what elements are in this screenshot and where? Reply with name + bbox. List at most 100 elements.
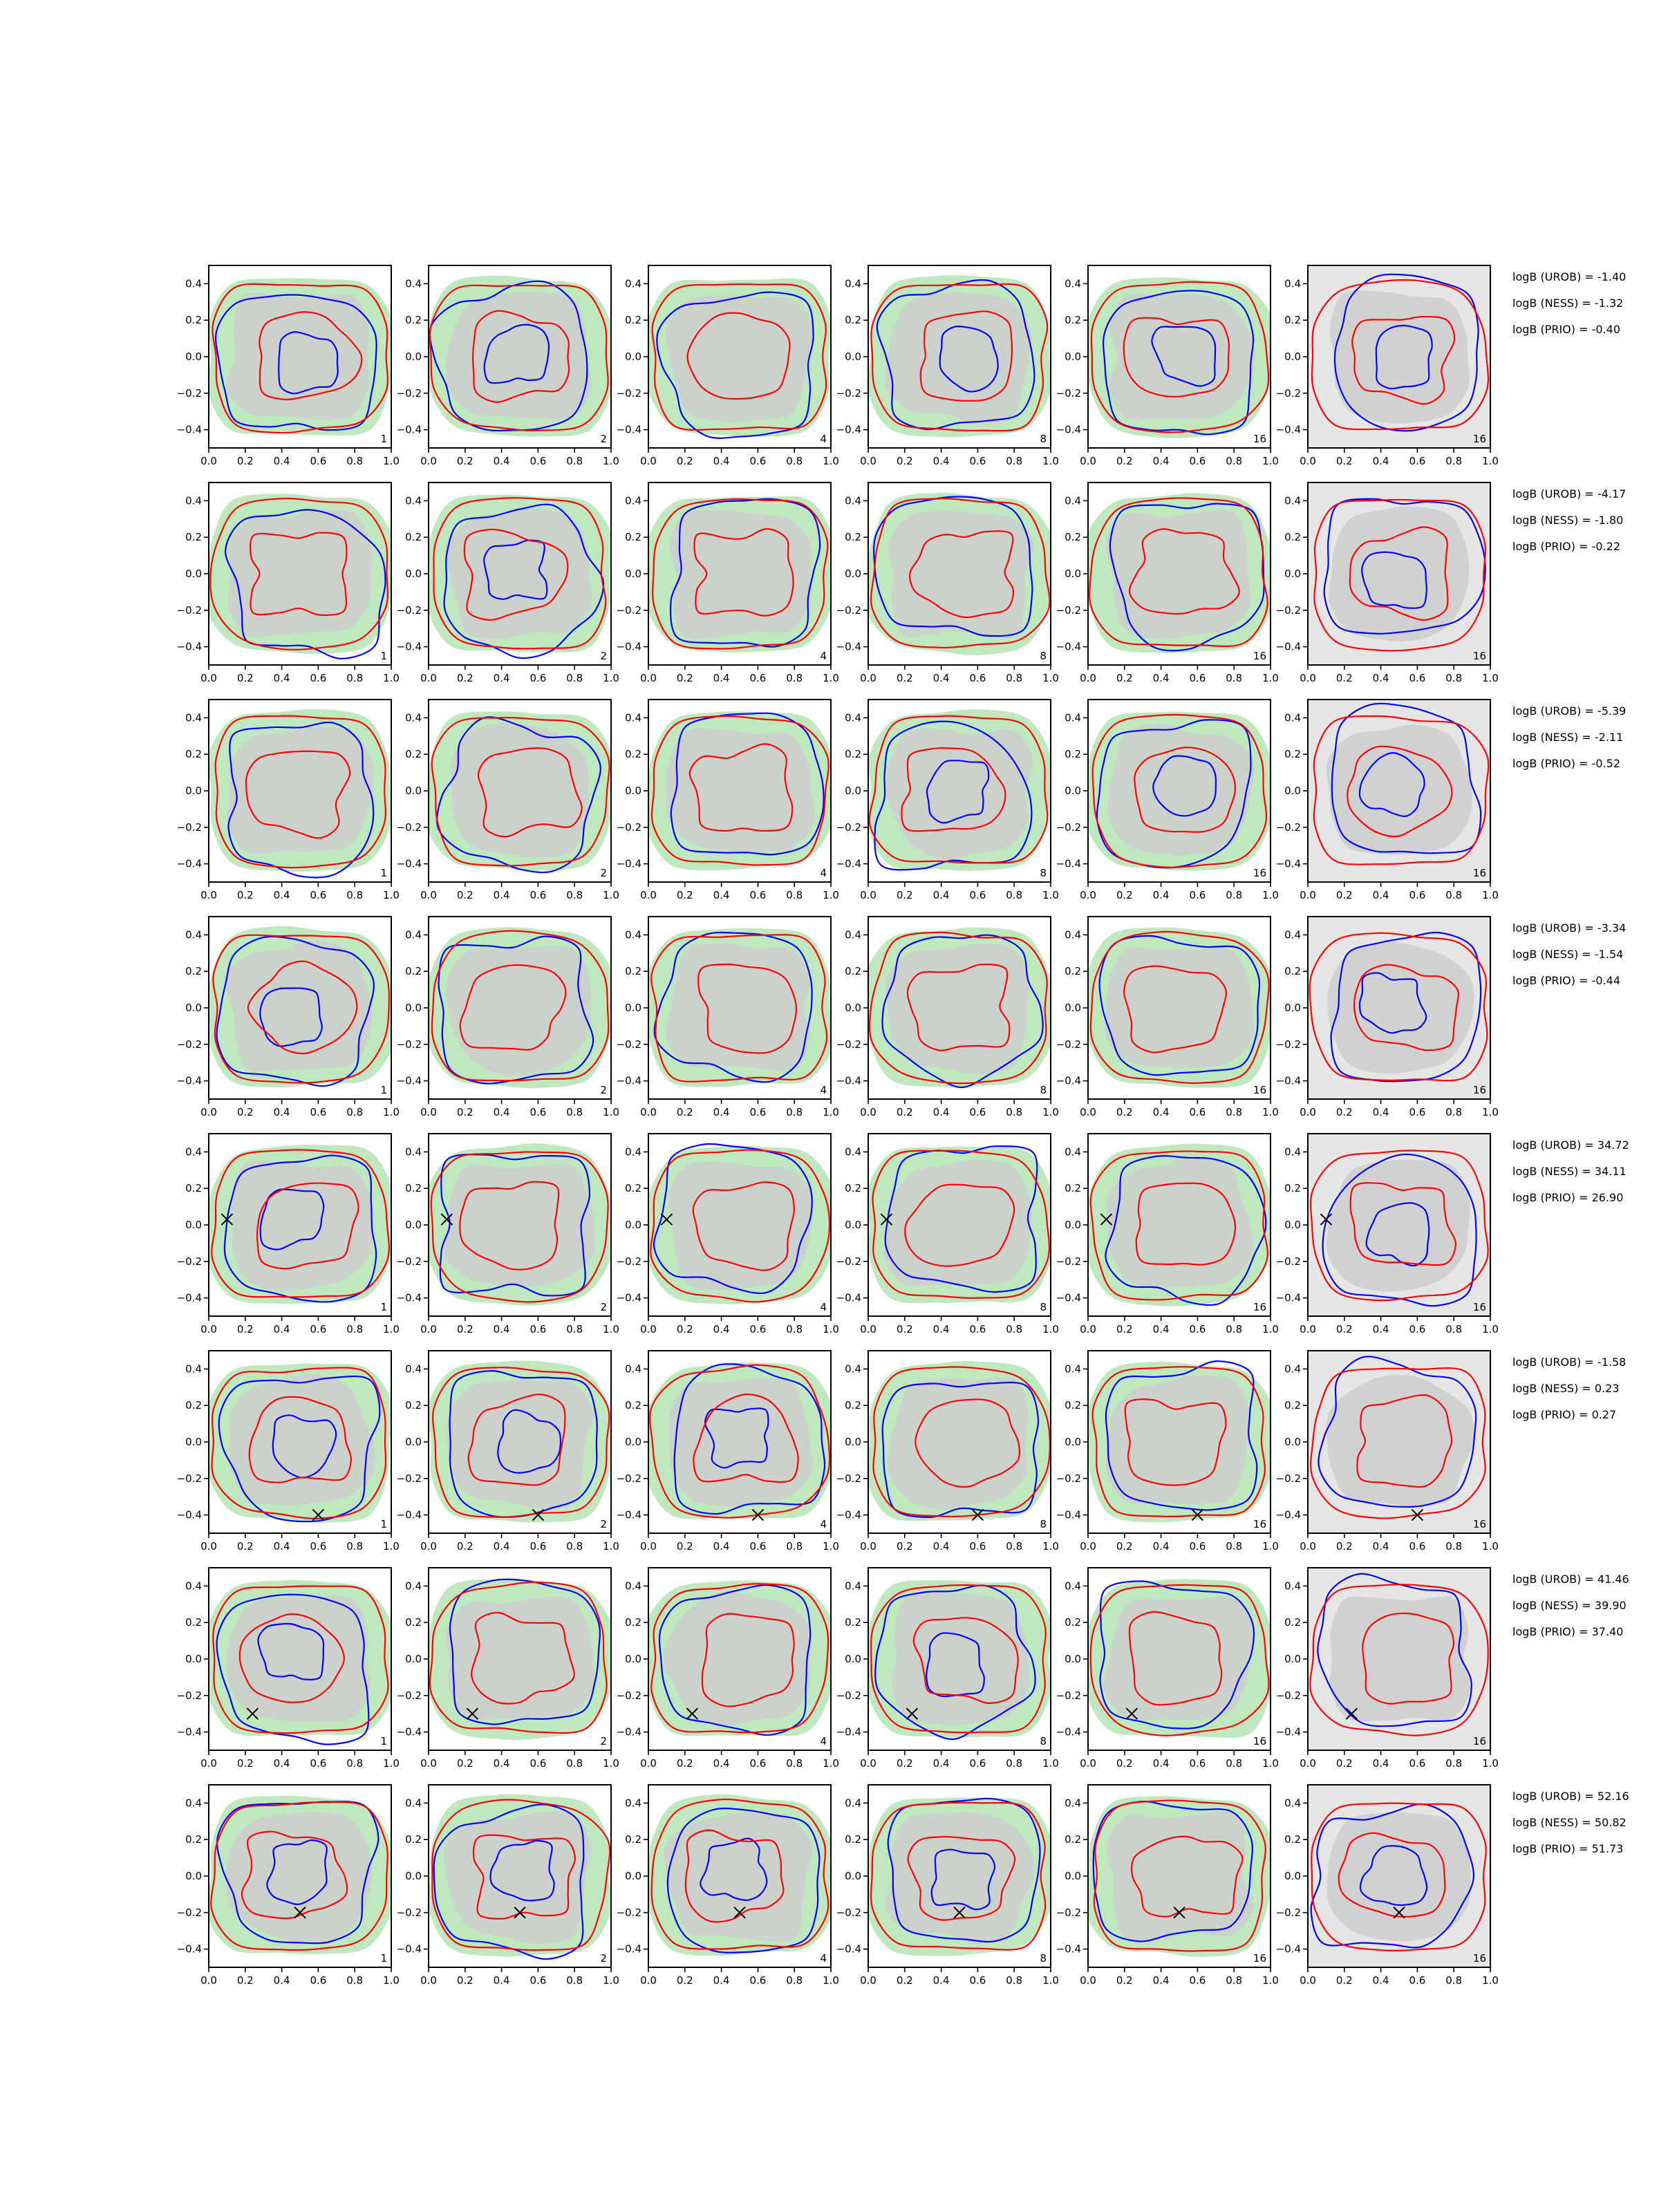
x-tick-label: 0.6 <box>749 1974 766 1987</box>
blue-contour <box>926 760 990 824</box>
blue-contour <box>449 1578 601 1725</box>
red-contour <box>650 715 830 866</box>
y-tick-label: 0.4 <box>1065 928 1081 941</box>
x-tick-label: 0.0 <box>860 1540 877 1553</box>
blue-contour <box>1096 719 1252 869</box>
x-marker <box>733 1906 746 1919</box>
y-tick-label: −0.4 <box>177 1292 202 1304</box>
y-tick-label: −0.4 <box>177 1726 202 1738</box>
panel-r4-c3: 0.0 0.2 0.4 0.6 0.8 1.0 0.4 0.2 0.0 −0.2 −0.4 4 <box>617 916 839 1118</box>
x-tick-label: 0.4 <box>274 889 290 901</box>
blue-contour <box>1109 503 1265 652</box>
x-tick-label: 0.6 <box>749 1757 766 1770</box>
y-tick-label: 0.0 <box>1065 1436 1081 1448</box>
x-tick-label: 0.8 <box>786 1757 803 1770</box>
blue-contour <box>700 1837 768 1902</box>
y-tick-label: 0.2 <box>185 1833 202 1846</box>
x-tick-label: 0.6 <box>969 1323 986 1335</box>
y-tick-label: −0.4 <box>1056 424 1081 436</box>
x-tick-label: 0.8 <box>346 889 363 901</box>
x-tick-label: 0.0 <box>1300 455 1316 467</box>
y-tick-label: −0.4 <box>1276 1726 1301 1738</box>
x-tick-label: 1.0 <box>1482 1106 1499 1118</box>
x-tick-label: 0.0 <box>420 889 437 901</box>
x-tick-label: 1.0 <box>1042 455 1059 467</box>
y-tick-label: 0.0 <box>625 568 641 580</box>
x-tick-label: 0.0 <box>200 455 217 467</box>
y-tick-label: 0.0 <box>845 1436 861 1448</box>
x-tick-label: 0.0 <box>860 455 877 467</box>
y-tick-label: −0.2 <box>836 821 861 834</box>
x-tick-label: 0.0 <box>420 1323 437 1335</box>
panel-label: 2 <box>600 1952 607 1965</box>
y-tick-label: −0.4 <box>397 424 422 436</box>
x-tick-label: 0.4 <box>1373 1106 1389 1118</box>
panel-label: 8 <box>1040 1952 1047 1965</box>
red-contour <box>211 1149 391 1298</box>
gray-region <box>1329 290 1470 424</box>
y-tick-label: −0.4 <box>836 1075 861 1087</box>
gray-region <box>1109 293 1256 420</box>
panel-label: 1 <box>380 650 387 662</box>
y-tick-label: −0.4 <box>836 1943 861 1956</box>
red-contour <box>872 1150 1051 1299</box>
y-tick-label: −0.2 <box>617 1255 641 1268</box>
x-tick-label: 0.8 <box>1226 889 1242 901</box>
x-tick-label: 0.6 <box>749 1106 766 1118</box>
red-contour <box>1091 713 1268 868</box>
red-contour <box>1310 1367 1486 1519</box>
y-tick-label: 0.0 <box>1284 1870 1301 1882</box>
y-tick-label: −0.4 <box>397 858 422 870</box>
x-tick-label: 0.0 <box>1080 1757 1096 1770</box>
y-tick-label: 0.2 <box>625 1833 641 1846</box>
red-contour <box>1351 316 1456 405</box>
y-tick-label: 0.4 <box>1065 1797 1081 1809</box>
x-tick-label: 0.6 <box>529 455 546 467</box>
x-tick-label: 0.2 <box>1336 889 1353 901</box>
x-tick-label: 0.8 <box>786 1323 803 1335</box>
y-tick-label: 0.4 <box>625 494 641 507</box>
x-tick-label: 0.4 <box>713 1974 730 1987</box>
panel-label: 2 <box>600 1518 607 1530</box>
x-tick-label: 0.8 <box>1226 1540 1242 1553</box>
x-tick-label: 1.0 <box>383 1540 400 1553</box>
red-contour <box>470 1611 575 1705</box>
x-tick-label: 0.8 <box>786 672 803 684</box>
x-tick-label: 0.6 <box>1409 1757 1425 1770</box>
x-tick-label: 0.4 <box>494 1323 510 1335</box>
red-contour <box>650 1149 831 1303</box>
y-tick-label: 0.4 <box>1065 1145 1081 1158</box>
x-tick-label: 0.8 <box>786 1974 803 1987</box>
gray-region <box>668 1378 813 1507</box>
y-tick-label: −0.2 <box>177 1038 202 1051</box>
x-tick-label: 0.6 <box>1189 672 1206 684</box>
y-tick-label: 0.2 <box>625 531 641 543</box>
y-tick-label: −0.4 <box>177 1509 202 1521</box>
x-tick-label: 0.6 <box>969 455 986 467</box>
gray-region <box>226 292 370 420</box>
y-tick-label: −0.4 <box>397 1726 422 1738</box>
x-tick-label: 1.0 <box>383 1106 400 1118</box>
panel-r3-c1: 0.0 0.2 0.4 0.6 0.8 1.0 0.4 0.2 0.0 −0.2 −0.4 1 <box>177 699 400 901</box>
y-tick-label: −0.4 <box>1056 1726 1081 1738</box>
y-tick-label: 0.0 <box>405 785 422 797</box>
x-tick-label: 0.0 <box>200 889 217 901</box>
gray-region <box>883 1159 1031 1286</box>
x-tick-label: 0.2 <box>1336 1974 1353 1987</box>
blue-contour <box>483 539 548 600</box>
y-tick-label: 0.0 <box>625 350 641 363</box>
red-contour <box>212 1585 389 1734</box>
gray-region <box>443 1163 596 1287</box>
panel-r2-c4: 0.0 0.2 0.4 0.6 0.8 1.0 0.4 0.2 0.0 −0.2 −0.4 8 <box>836 482 1059 684</box>
blue-contour <box>1358 751 1425 817</box>
red-contour <box>429 1581 608 1734</box>
red-contour <box>692 1181 795 1271</box>
y-tick-label: 0.4 <box>185 494 202 507</box>
panel-label: 4 <box>820 1735 827 1747</box>
panel-r3-c3: 0.0 0.2 0.4 0.6 0.8 1.0 0.4 0.2 0.0 −0.2 −0.4 4 <box>617 699 839 901</box>
y-tick-label: 0.4 <box>405 711 422 724</box>
x-tick-label: 0.6 <box>969 1540 986 1553</box>
panel-label: 1 <box>380 1084 387 1096</box>
red-contour <box>1362 1612 1455 1705</box>
red-contour <box>431 717 610 867</box>
